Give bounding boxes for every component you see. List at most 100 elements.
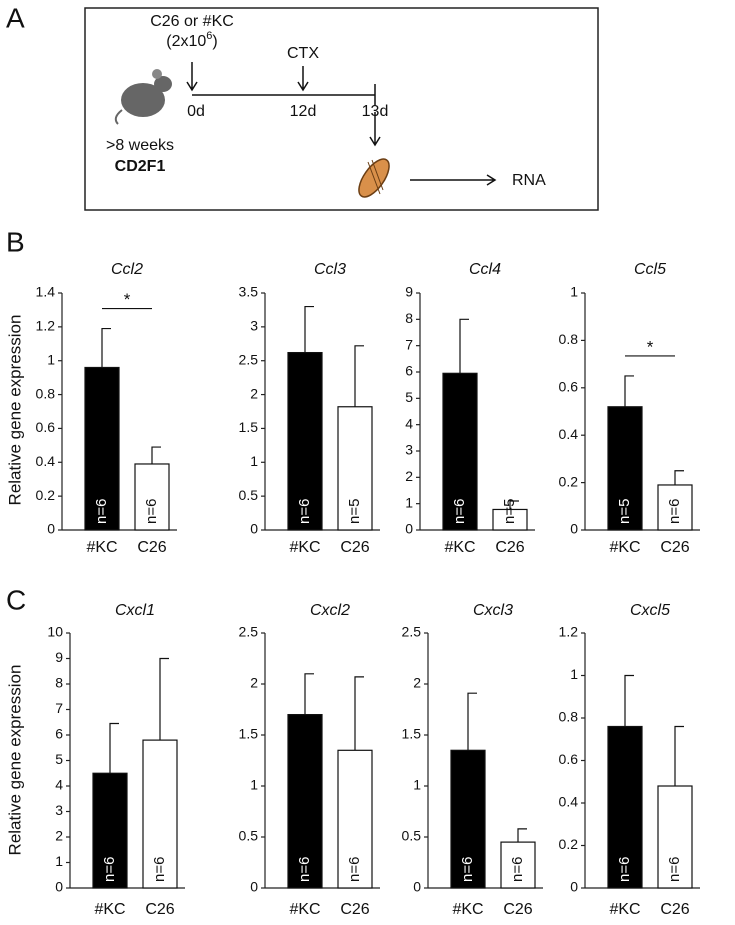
- bar-note: n=6: [143, 499, 160, 524]
- y-tick-label: 10: [47, 624, 63, 640]
- bar: [287, 713, 323, 889]
- y-tick-label: 5: [405, 389, 413, 405]
- bar-note: n=6: [509, 857, 526, 882]
- bar: [337, 749, 373, 889]
- y-tick-label: 0: [570, 879, 578, 895]
- bar-note: n=6: [666, 499, 683, 524]
- y-tick-label: 0.4: [36, 453, 56, 469]
- y-tick-label: 0.4: [559, 794, 579, 810]
- y-tick-label: 9: [405, 284, 413, 300]
- category-label: #KC: [452, 901, 483, 918]
- category-label: C26: [340, 539, 369, 556]
- bar-note: n=6: [459, 857, 476, 882]
- dose-label: (2x106): [166, 30, 217, 50]
- arrow: [410, 174, 497, 186]
- y-tick-label: 1: [405, 494, 413, 510]
- y-tick-label: 2.5: [239, 351, 259, 367]
- error-bar: [674, 470, 684, 485]
- age-label: >8 weeks: [106, 137, 174, 154]
- category-label: C26: [137, 539, 166, 556]
- bar: [337, 406, 373, 531]
- bar: [607, 725, 643, 889]
- y-tick-label: 1: [250, 453, 258, 469]
- y-axis-label: Relative gene expression: [5, 315, 24, 506]
- y-tick-label: 0.8: [559, 331, 579, 347]
- bar-note: n=6: [101, 857, 118, 882]
- category-label: #KC: [94, 901, 125, 918]
- y-tick-label: 2: [413, 675, 421, 691]
- y-tick-label: 6: [55, 726, 63, 742]
- error-bar: [109, 722, 119, 774]
- bar-note: n=6: [666, 857, 683, 882]
- day-label: 13d: [362, 103, 389, 120]
- bar-note: n=5: [616, 499, 633, 524]
- category-label: C26: [340, 901, 369, 918]
- chart-title: Cxcl3: [473, 602, 513, 619]
- treatment-label: CTX: [287, 45, 319, 62]
- y-tick-label: 1.2: [559, 624, 579, 640]
- bar-note: n=6: [616, 857, 633, 882]
- y-axis-label: Relative gene expression: [5, 665, 24, 856]
- muscle-icon: [358, 158, 390, 198]
- error-bar: [517, 828, 527, 843]
- y-tick-label: 0.5: [239, 828, 259, 844]
- y-tick-label: 1: [55, 853, 63, 869]
- y-tick-label: 9: [55, 649, 63, 665]
- category-label: C26: [145, 901, 174, 918]
- injection-label: C26 or #KC: [150, 13, 234, 30]
- diagram-frame: [84, 7, 599, 211]
- bar-note: n=6: [296, 857, 313, 882]
- chart-title: Ccl3: [314, 261, 346, 278]
- category-label: #KC: [444, 539, 475, 556]
- y-tick-label: 0.6: [559, 751, 579, 767]
- panel-label: A: [6, 2, 25, 33]
- bar-note: n=6: [451, 499, 468, 524]
- category-label: #KC: [609, 539, 640, 556]
- error-bar: [159, 657, 169, 741]
- y-tick-label: 6: [405, 363, 413, 379]
- y-tick-label: 1: [570, 666, 578, 682]
- bar-note: n=6: [93, 499, 110, 524]
- y-tick-label: 1.4: [36, 284, 56, 300]
- day-label: 12d: [290, 103, 317, 120]
- error-bar: [354, 345, 364, 407]
- day-label: 0d: [187, 103, 205, 120]
- bar: [607, 406, 643, 531]
- panel-label: C: [6, 584, 26, 615]
- y-tick-label: 1.2: [36, 318, 56, 334]
- error-bar: [101, 327, 111, 368]
- y-tick-label: 0: [570, 521, 578, 537]
- significance-mark: *: [647, 337, 654, 356]
- y-tick-label: 0.5: [239, 487, 259, 503]
- output-label: RNA: [512, 172, 546, 189]
- y-tick-label: 0: [47, 521, 55, 537]
- error-bar: [151, 446, 161, 464]
- bar-note: n=6: [296, 499, 313, 524]
- y-tick-label: 3: [405, 442, 413, 458]
- y-tick-label: 0.2: [36, 487, 56, 503]
- y-tick-label: 0: [413, 879, 421, 895]
- y-tick-label: 0.6: [36, 419, 56, 435]
- error-bar: [304, 305, 314, 353]
- y-tick-label: 0.5: [402, 828, 422, 844]
- category-label: C26: [660, 901, 689, 918]
- error-bar: [624, 674, 634, 727]
- y-tick-label: 0.2: [559, 836, 579, 852]
- bar: [657, 484, 693, 531]
- y-tick-label: 1: [570, 284, 578, 300]
- y-tick-label: 1: [47, 351, 55, 367]
- chart-title: Ccl4: [469, 261, 501, 278]
- significance-mark: *: [124, 290, 131, 309]
- y-tick-label: 0: [250, 879, 258, 895]
- error-bar: [624, 375, 634, 407]
- dose-exponent: 6: [206, 30, 212, 42]
- chart-title: Ccl5: [634, 261, 666, 278]
- y-tick-label: 0.8: [36, 385, 56, 401]
- bar: [134, 463, 170, 531]
- error-bar: [467, 692, 477, 751]
- bar: [442, 372, 478, 531]
- error-bar: [304, 673, 314, 715]
- y-tick-label: 2: [250, 675, 258, 691]
- y-tick-label: 3: [250, 318, 258, 334]
